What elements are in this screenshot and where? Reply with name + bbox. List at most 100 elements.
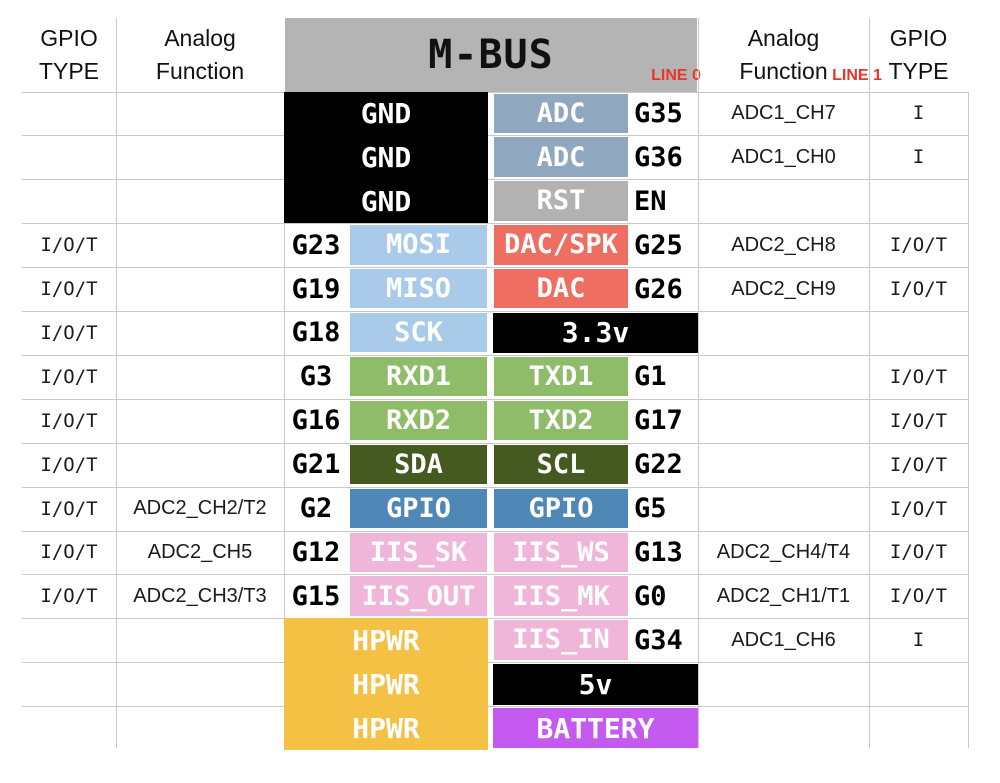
gpio-type-left: I/O/T (40, 365, 98, 388)
column-header-analog-left: Analog Function (116, 22, 284, 88)
header-line: TYPE (888, 58, 949, 84)
gpio-number-left: G15 (291, 580, 341, 612)
pin-label-left: MOSI (350, 225, 487, 265)
gpio-number-left: G23 (291, 229, 341, 261)
pin-label-right: SCL (494, 444, 628, 485)
row-separator-line (22, 354, 968, 356)
pin-label-left: HPWR (284, 662, 488, 707)
column-divider-line (116, 18, 117, 748)
gpio-type-left: I/O/T (40, 278, 98, 301)
pin-label-right: RST (494, 181, 628, 221)
analog-function-right: ADC2_CH9 (731, 277, 836, 300)
gpio-type-left: I/O/T (40, 321, 98, 344)
gpio-number-left: G12 (291, 536, 341, 568)
gpio-number-left: G19 (291, 273, 341, 305)
gpio-type-right: I/O/T (889, 585, 948, 608)
row-separator-line (22, 530, 968, 532)
header-line: Analog (747, 25, 820, 51)
pin-label-right: GPIO (494, 488, 628, 528)
column-divider-line (698, 18, 699, 748)
gpio-number-left: G16 (291, 405, 341, 437)
pin-label-right: 5v (493, 663, 698, 705)
row-separator-line (22, 91, 968, 93)
pin-label-left: RXD2 (350, 400, 487, 441)
line1-label: LINE 1 (832, 67, 882, 84)
analog-function-right: ADC2_CH1/T1 (716, 584, 851, 607)
gpio-type-right: I/O/T (889, 541, 948, 564)
column-header-analog-right: Analog Function (698, 22, 869, 88)
pin-label-right: ADC (494, 93, 628, 133)
gpio-type-right: I/O/T (889, 409, 948, 432)
analog-function-right: ADC1_CH0 (731, 145, 836, 168)
pin-label-right: TXD2 (494, 400, 628, 441)
pin-label-left: SCK (350, 313, 487, 353)
pin-label-right: DAC (494, 269, 628, 309)
pin-label-left: GND (284, 91, 488, 136)
gpio-type-right: I (912, 146, 925, 169)
gpio-number-right: G0 (634, 580, 667, 612)
gpio-type-left: I/O/T (40, 409, 98, 432)
gpio-type-right: I/O/T (889, 365, 948, 388)
row-separator-line (22, 135, 968, 137)
pin-label-right: TXD1 (494, 356, 628, 397)
row-separator-line (22, 179, 968, 181)
row-separator-line (22, 486, 968, 488)
pin-label-left: RXD1 (350, 356, 487, 397)
analog-function-right: ADC2_CH8 (731, 233, 836, 256)
row-separator-line (22, 311, 968, 312)
gpio-number-right: G1 (634, 361, 667, 393)
pin-label-left: IIS_OUT (350, 576, 487, 616)
line0-label: LINE 0 (651, 67, 701, 84)
pin-label-left: HPWR (284, 618, 488, 663)
header-line: Function (739, 58, 828, 84)
gpio-number-right: G35 (634, 97, 683, 129)
pin-label-right: IIS_IN (494, 620, 628, 660)
gpio-type-right: I/O/T (889, 453, 948, 476)
analog-function-left: ADC2_CH3/T3 (133, 584, 267, 607)
analog-function-right: ADC1_CH7 (731, 101, 836, 124)
analog-function-left: ADC2_CH2/T2 (133, 497, 267, 520)
header-line: Function (155, 58, 245, 84)
row-separator-line (22, 618, 968, 620)
gpio-number-right: G34 (634, 624, 683, 656)
header-line: GPIO (889, 25, 948, 51)
column-divider-line (869, 18, 870, 748)
row-separator-line (22, 442, 968, 444)
gpio-type-right: I/O/T (889, 278, 948, 301)
gpio-number-right: G5 (634, 493, 667, 525)
gpio-number-right: G36 (634, 141, 683, 173)
analog-function-left: ADC2_CH5 (147, 540, 253, 563)
gpio-type-right: I/O/T (889, 497, 948, 520)
pin-label-left: GPIO (350, 488, 487, 528)
column-header-gpio-type-right: GPIO TYPE (869, 22, 968, 88)
column-divider-line (284, 91, 285, 748)
pin-label-right: 3.3v (493, 312, 698, 354)
gpio-number-left: G2 (299, 493, 333, 525)
gpio-number-right: EN (634, 185, 667, 217)
analog-function-right: ADC2_CH4/T4 (716, 540, 851, 563)
gpio-number-right: G17 (634, 405, 683, 437)
gpio-number-right: G13 (634, 536, 683, 568)
pin-label-left: GND (284, 135, 488, 180)
gpio-type-left: I/O/T (40, 453, 98, 476)
pin-label-right: DAC/SPK (494, 225, 628, 265)
mbus-title: M-BUS (428, 32, 554, 78)
row-separator-line (22, 574, 968, 576)
gpio-number-left: G18 (291, 317, 341, 349)
header-line: GPIO (40, 25, 98, 51)
mbus-header: M-BUS LINE 0 LINE 1 (285, 18, 882, 92)
gpio-type-left: I/O/T (40, 497, 98, 520)
gpio-number-right: G26 (634, 273, 683, 305)
row-separator-line (22, 662, 968, 664)
row-separator-line (22, 706, 968, 708)
row-separator-line (22, 267, 968, 269)
pin-label-right: IIS_MK (494, 576, 628, 616)
gpio-type-left: I/O/T (40, 234, 98, 257)
pin-label-left: GND (284, 179, 488, 224)
pin-label-right: BATTERY (493, 707, 698, 749)
gpio-type-left: I/O/T (40, 541, 98, 564)
row-separator-line (22, 398, 968, 400)
pin-label-right: ADC (494, 137, 628, 177)
pin-label-right: IIS_WS (494, 532, 628, 572)
